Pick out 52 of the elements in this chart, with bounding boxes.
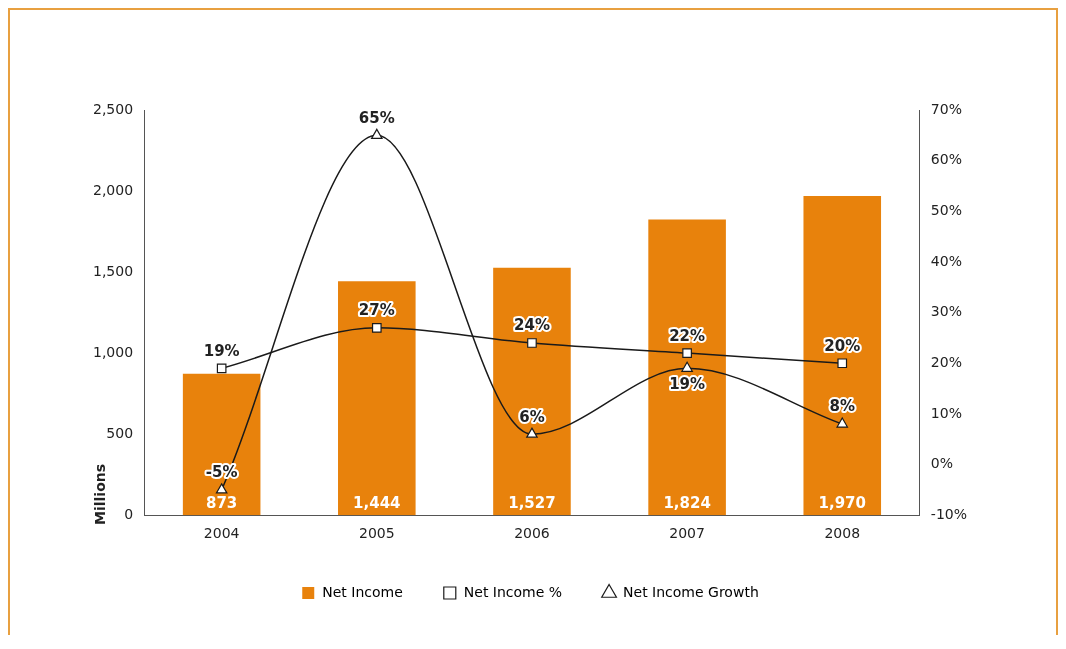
data-label: 27% xyxy=(358,301,395,320)
point xyxy=(681,361,693,372)
y-tick-label: 500 xyxy=(106,424,134,441)
y-tick-label: 0 xyxy=(124,505,134,522)
y2-tick-label: 50% xyxy=(930,201,962,218)
y-tick-label: 1,000 xyxy=(92,343,134,360)
point xyxy=(837,358,848,369)
bar xyxy=(803,195,882,516)
x-tick-label: 2007 xyxy=(669,525,705,542)
y2-tick-label: 60% xyxy=(930,151,962,168)
point xyxy=(371,322,382,333)
y2-tick-label: 10% xyxy=(930,404,962,421)
y2-tick-label: 0% xyxy=(930,455,954,472)
legend-label: Net Income % xyxy=(463,583,563,600)
data-label: 65% xyxy=(358,108,395,127)
bar xyxy=(182,373,261,516)
point xyxy=(682,348,692,358)
data-label: 19% xyxy=(669,374,706,393)
y2-tick-label: 20% xyxy=(930,353,962,370)
bar xyxy=(338,281,416,516)
data-label: 19% xyxy=(203,341,240,360)
data-label: 873 xyxy=(206,493,238,512)
y2-tick-label: 30% xyxy=(930,303,962,320)
y-tick-label: 1,500 xyxy=(92,262,134,279)
point xyxy=(526,427,538,438)
y-tick-label: 2,000 xyxy=(92,181,134,198)
data-label: 8% xyxy=(829,397,855,416)
y2-tick-label: -10% xyxy=(930,505,967,522)
x-tick-label: 2008 xyxy=(824,525,861,542)
data-label: 1,444 xyxy=(353,493,401,512)
bar xyxy=(648,219,726,516)
bar xyxy=(493,267,571,516)
data-label: 6% xyxy=(519,407,545,426)
data-label: 1,824 xyxy=(663,493,711,512)
y2-tick-label: 40% xyxy=(930,252,962,269)
data-label: 20% xyxy=(824,336,861,355)
x-tick-label: 2005 xyxy=(358,525,395,542)
point xyxy=(215,483,228,494)
point xyxy=(527,338,537,348)
point xyxy=(836,417,849,428)
data-label: 1,970 xyxy=(818,493,866,512)
y-tick-label: 2,500 xyxy=(92,100,134,117)
data-label: 22% xyxy=(669,326,706,345)
point xyxy=(216,363,227,374)
legend-label: Net Income xyxy=(322,583,403,600)
legend-label: Net Income Growth xyxy=(623,583,759,600)
data-label: 1,527 xyxy=(508,493,556,512)
x-tick-label: 2006 xyxy=(514,525,550,542)
y2-tick-label: 70% xyxy=(930,100,962,117)
data-label: 24% xyxy=(514,316,550,335)
y-axis-title: Millions xyxy=(92,463,108,525)
x-tick-label: 2004 xyxy=(203,525,240,542)
